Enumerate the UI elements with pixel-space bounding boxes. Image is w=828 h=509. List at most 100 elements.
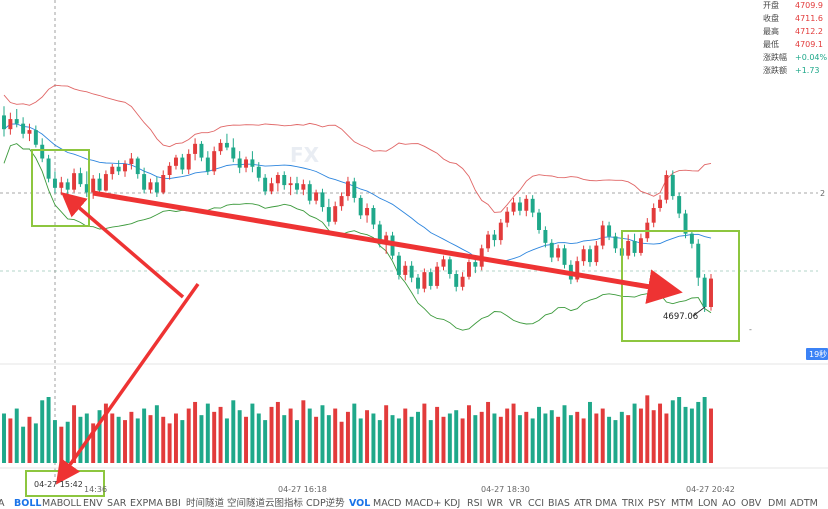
- candle-body: [275, 175, 280, 184]
- indicator-tab-cdp逆势[interactable]: CDP逆势: [306, 497, 345, 509]
- volume-bar: [441, 416, 446, 463]
- indicator-tab-sar[interactable]: SAR: [107, 498, 127, 509]
- candle-body: [575, 261, 580, 280]
- volume-bar: [282, 415, 287, 463]
- candle-body: [530, 198, 535, 213]
- volume-bar: [600, 408, 605, 463]
- stat-value: 4712.2: [795, 27, 823, 36]
- stat-value: 4711.6: [795, 14, 823, 23]
- indicator-tab-rsi[interactable]: RSI: [467, 498, 482, 509]
- candle-body: [384, 235, 389, 244]
- candle-body: [626, 241, 631, 256]
- candle-body: [320, 192, 325, 208]
- volume-bar: [314, 416, 319, 463]
- volume-bar: [199, 415, 204, 463]
- volume-bar: [498, 416, 503, 463]
- indicator-tab-mtm[interactable]: MTM: [671, 498, 693, 509]
- candle-body: [454, 274, 459, 287]
- low-price-label: 4697.06: [663, 312, 698, 322]
- volume-bar: [27, 416, 32, 463]
- volume-bar: [33, 423, 38, 463]
- indicator-tab-obv[interactable]: OBV: [741, 498, 762, 509]
- candle-body: [123, 164, 127, 172]
- indicator-tab-vol[interactable]: VOL: [349, 498, 370, 509]
- indicator-tab-dmi[interactable]: DMI: [768, 498, 786, 509]
- volume-bar: [505, 408, 510, 463]
- pointer-arrow-down: [55, 282, 200, 485]
- candle-body: [333, 206, 338, 222]
- indicator-tab-macd[interactable]: MACD: [373, 498, 401, 509]
- cursor-time-label: 04-27 15:42: [34, 480, 83, 489]
- volume-bar: [352, 403, 357, 463]
- candle-body: [409, 265, 414, 278]
- indicator-tab-expma[interactable]: EXPMA: [130, 498, 163, 509]
- stat-label: 涨跌额: [763, 65, 787, 75]
- candle-body: [460, 276, 465, 287]
- candle-body: [91, 178, 96, 193]
- candle-body: [59, 182, 64, 188]
- volume-bar: [173, 413, 178, 463]
- time-label: 04-27 20:42: [686, 485, 735, 494]
- indicator-tab-boll[interactable]: BOLL: [14, 498, 41, 509]
- indicator-tab-a[interactable]: A: [0, 498, 5, 509]
- volume-bar: [288, 408, 293, 463]
- indicator-tab-ao[interactable]: AO: [722, 498, 736, 509]
- volume-bar: [97, 410, 102, 463]
- indicator-tab-bbi[interactable]: BBI: [165, 498, 181, 509]
- indicator-tab-cci[interactable]: CCI: [528, 498, 544, 509]
- candle-body: [295, 183, 299, 190]
- indicator-tab-maboll[interactable]: MABOLL: [42, 498, 82, 509]
- indicator-tab-bias[interactable]: BIAS: [548, 498, 570, 509]
- indicator-tab-vr[interactable]: VR: [509, 498, 522, 509]
- boll-indicator: [3, 84, 712, 331]
- candle-body: [218, 142, 223, 152]
- candle-body: [505, 211, 510, 223]
- volume-bar: [148, 415, 153, 463]
- volume-bar: [670, 400, 675, 463]
- time-label: 04-27 18:30: [481, 485, 530, 494]
- indicator-tab-psy[interactable]: PSY: [648, 498, 666, 509]
- indicator-tab-bar: A BOLL MABOLL ENV SAR EXPMA BBI 时间隧道 空间隧道 云图指标 CDP…: [0, 497, 818, 509]
- candle-body: [581, 249, 586, 262]
- volume-bar: [78, 416, 83, 463]
- indicator-tab-dma[interactable]: DMA: [595, 498, 618, 509]
- indicator-tab-时间隧道[interactable]: 时间隧道: [186, 497, 225, 509]
- volume-bar: [142, 408, 147, 463]
- volume-bar: [224, 418, 229, 463]
- volume-bar: [537, 406, 542, 463]
- volume-bar: [492, 413, 497, 463]
- candle-body: [148, 182, 153, 190]
- candle-body: [135, 158, 140, 175]
- volume-bar: [562, 405, 567, 463]
- volume-bar: [549, 410, 554, 463]
- indicator-tab-trix[interactable]: TRIX: [621, 498, 644, 509]
- volume-bar: [530, 418, 535, 463]
- indicator-tab-kdj[interactable]: KDJ: [444, 498, 460, 509]
- axis-dash: -: [749, 325, 752, 334]
- indicator-tab-atr[interactable]: ATR: [574, 498, 593, 509]
- volume-bar: [651, 410, 656, 463]
- indicator-tab-adtm[interactable]: ADTM: [790, 498, 818, 509]
- indicator-tab-空间隧道[interactable]: 空间隧道: [227, 497, 266, 509]
- indicator-tab-macd+[interactable]: MACD+: [405, 498, 441, 509]
- candle-body: [14, 119, 19, 124]
- candle-body: [193, 143, 198, 154]
- candle-body: [110, 166, 115, 175]
- candle-body: [103, 174, 108, 191]
- indicator-tab-wr[interactable]: WR: [487, 498, 503, 509]
- candle-body: [167, 165, 172, 175]
- volume-bar: [689, 408, 694, 463]
- candle-body: [326, 207, 331, 222]
- indicator-tab-env[interactable]: ENV: [83, 498, 103, 509]
- candle-body: [129, 158, 134, 164]
- volume-bar: [256, 413, 261, 463]
- candle-body: [116, 166, 121, 172]
- volume-bar: [568, 415, 573, 463]
- indicator-tab-云图指标[interactable]: 云图指标: [265, 497, 304, 509]
- candle-body: [199, 143, 204, 158]
- volume-bar: [683, 406, 688, 463]
- indicator-tab-lon[interactable]: LON: [698, 498, 718, 509]
- volume-bar: [269, 406, 274, 463]
- boll-mid-line: [3, 123, 712, 263]
